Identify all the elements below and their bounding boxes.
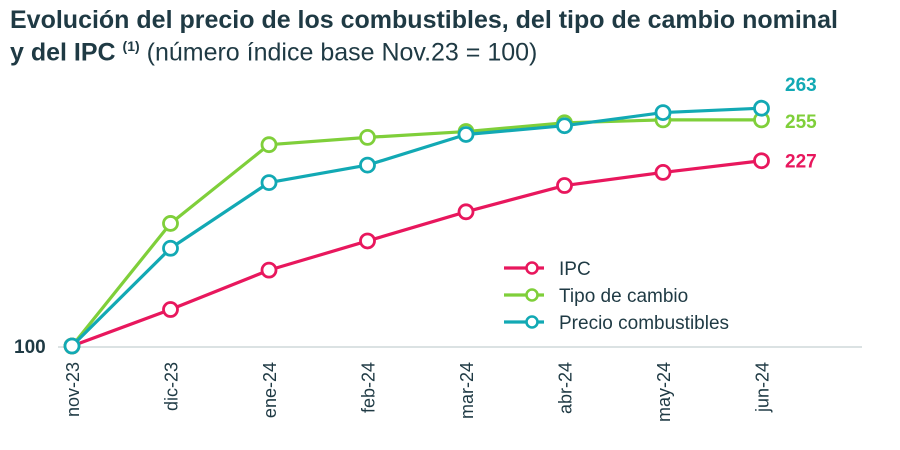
legend-marker-ipc [525,261,539,275]
legend-marker-tipo-de-cambio [525,288,539,302]
legend-label-tipo-de-cambio: Tipo de cambio [559,286,688,307]
data-point-tipo-de-cambio-dic-23 [162,215,179,232]
label-layer: 227 255 263 [785,75,817,173]
data-point-precio-combustibles-dic-23 [162,239,179,257]
data-point-ipc-abr-24 [556,177,573,194]
chart-subtitle: (número índice base Nov.23 = 100) [146,38,538,67]
legend-label-precio-combustibles: Precio combustibles [559,313,729,334]
x-tick-label-mar-24: mar-24 [457,362,477,419]
x-tick-label-may-24: may-24 [654,362,674,422]
series-line-precio-combustibles [70,106,762,348]
chart-title-footnote: (1) [122,38,140,54]
legend-label-ipc: IPC [559,259,591,280]
data-point-precio-combustibles-ene-24 [260,174,278,192]
data-point-ipc-dic-23 [162,301,179,318]
axis-layer: 100 nov-23 dic-23 ene-24 feb-24 mar-24 abr-24 m… [14,337,862,422]
chart-title-line-2: y del IPC (1) (número índice base Nov.23… [10,38,537,67]
x-tick-label-nov-23: nov-23 [63,362,83,417]
data-point-ipc-jun-24 [753,152,770,170]
data-point-ipc-feb-24 [359,232,376,250]
data-point-precio-combustibles-may-24 [654,104,672,121]
chart-title-bold-2: y del IPC [10,38,116,67]
data-point-precio-combustibles-jun-24 [753,99,770,117]
data-point-tipo-de-cambio-ene-24 [260,136,278,154]
series-line-ipc [71,159,762,348]
end-label-precio-combustibles: 263 [785,75,817,96]
y-tick-label: 100 [14,337,46,358]
legend-layer: IPC Tipo de cambio Precio combustibles [504,259,729,334]
series-layer [63,99,770,355]
data-point-tipo-de-cambio-feb-24 [359,128,376,146]
data-point-ipc-may-24 [654,163,672,181]
x-tick-label-jun-24: jun-24 [753,362,773,413]
chart-title-bold-1: Evolución del precio de los combustibles… [10,6,838,34]
data-point-precio-combustibles-nov-23 [63,337,81,355]
x-tick-label-ene-24: ene-24 [260,362,280,418]
data-point-ipc-mar-24 [457,203,475,221]
data-point-precio-combustibles-mar-24 [457,126,475,143]
end-label-ipc: 227 [785,152,817,173]
x-tick-label-abr-24: abr-24 [556,362,576,414]
data-point-ipc-ene-24 [260,261,278,279]
series-line-tipo-de-cambio [70,118,762,348]
data-point-precio-combustibles-feb-24 [359,156,376,174]
x-tick-label-feb-24: feb-24 [359,362,379,413]
chart-title-line-1: Evolución del precio de los combustibles… [10,6,838,35]
x-tick-label-dic-23: dic-23 [162,362,182,411]
data-point-precio-combustibles-abr-24 [556,117,573,135]
end-label-tipo-de-cambio: 255 [785,112,817,133]
legend-marker-precio-combustibles [525,315,539,329]
